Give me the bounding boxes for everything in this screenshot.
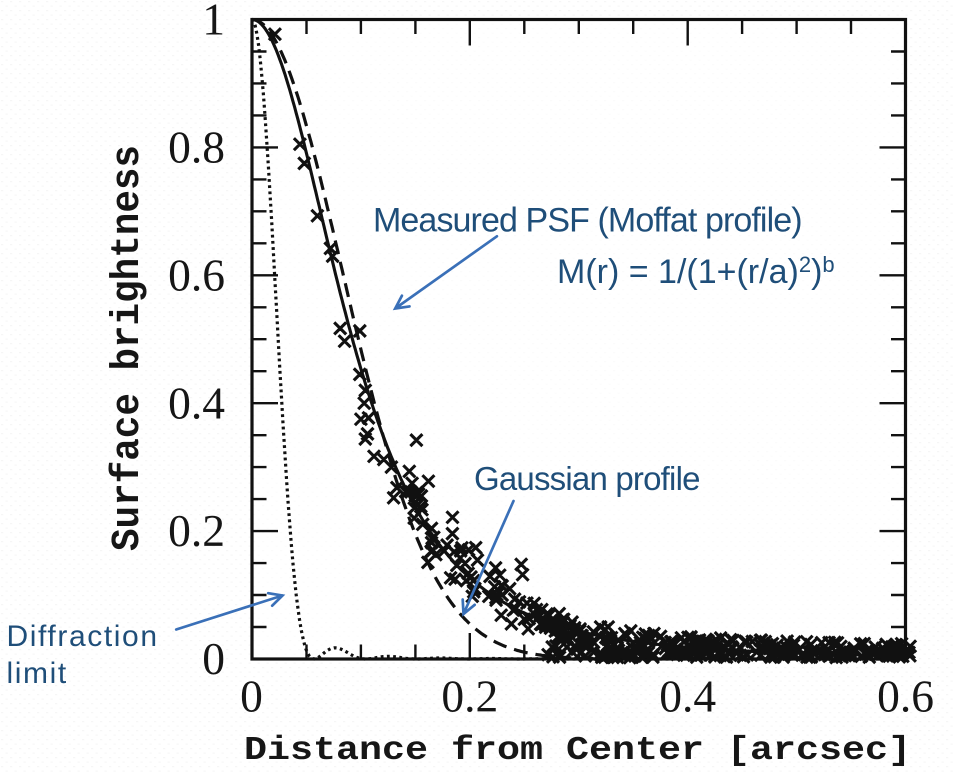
svg-text:Diffraction: Diffraction: [7, 620, 159, 653]
svg-text:0: 0: [240, 671, 263, 722]
svg-text:limit: limit: [7, 657, 68, 690]
svg-text:1: 1: [202, 0, 225, 45]
svg-text:0.6: 0.6: [877, 671, 934, 722]
svg-text:0: 0: [202, 633, 225, 684]
svg-text:M(r) = 1/(1+(r/a)2)b: M(r) = 1/(1+(r/a)2)b: [557, 252, 835, 291]
svg-text:0.8: 0.8: [168, 122, 225, 173]
svg-text:Distance from Center [arcsec]: Distance from Center [arcsec]: [244, 732, 911, 769]
svg-text:0.4: 0.4: [168, 377, 225, 428]
svg-text:0.4: 0.4: [659, 671, 716, 722]
svg-text:0.6: 0.6: [168, 249, 225, 300]
svg-text:Gaussian profile: Gaussian profile: [474, 460, 700, 497]
svg-text:0.2: 0.2: [168, 505, 225, 556]
svg-text:Surface brightness: Surface brightness: [106, 145, 151, 551]
svg-text:0.2: 0.2: [441, 671, 498, 722]
svg-text:Measured PSF (Moffat profile): Measured PSF (Moffat profile): [373, 202, 802, 240]
